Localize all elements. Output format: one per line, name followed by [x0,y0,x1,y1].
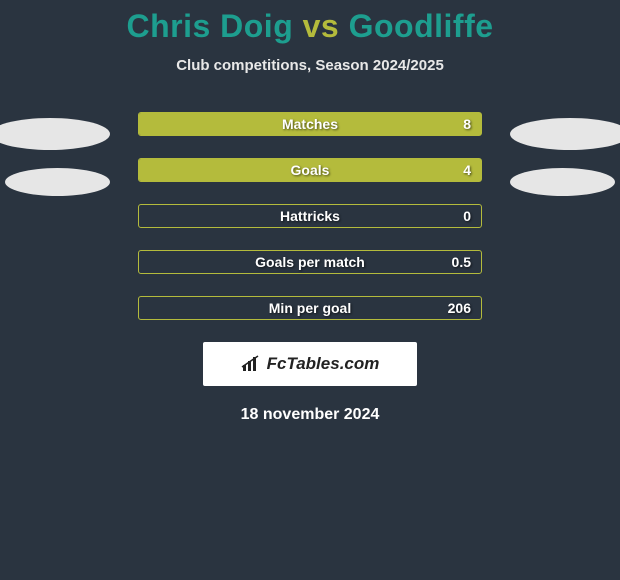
stat-label: Goals per match [255,254,365,270]
stat-value: 0 [463,208,471,224]
stat-value: 8 [463,116,471,132]
player1-avatar-stack [0,118,110,214]
avatar-placeholder [5,168,110,196]
stat-label: Min per goal [269,300,351,316]
stat-value: 4 [463,162,471,178]
brand-logo: FcTables.com [241,354,380,374]
stat-value: 206 [448,300,471,316]
brand-text: FcTables.com [267,354,380,374]
player1-name: Chris Doig [126,8,293,44]
avatar-placeholder [510,168,615,196]
footer-date: 18 november 2024 [0,406,620,424]
stat-value: 0.5 [452,254,471,270]
avatar-placeholder [0,118,110,150]
stats-bars: Matches 8 Goals 4 Hattricks 0 Goals per … [138,112,482,320]
subtitle: Club competitions, Season 2024/2025 [0,57,620,74]
stat-bar-min-per-goal: Min per goal 206 [138,296,482,320]
stat-bar-hattricks: Hattricks 0 [138,204,482,228]
player2-avatar-stack [510,118,620,214]
stat-bar-goals: Goals 4 [138,158,482,182]
vs-separator: vs [303,8,340,44]
stat-bar-matches: Matches 8 [138,112,482,136]
avatar-placeholder [510,118,620,150]
bar-chart-icon [241,355,263,373]
stat-label: Hattricks [280,208,340,224]
page-title: Chris Doig vs Goodliffe [0,0,620,45]
stat-label: Goals [291,162,330,178]
brand-logo-box: FcTables.com [203,342,417,386]
player2-name: Goodliffe [349,8,494,44]
stat-label: Matches [282,116,338,132]
stat-bar-goals-per-match: Goals per match 0.5 [138,250,482,274]
